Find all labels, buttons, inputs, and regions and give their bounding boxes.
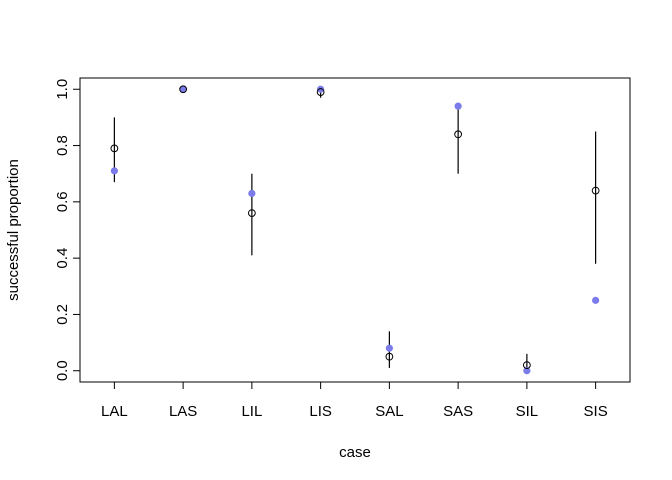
plot-frame — [79, 77, 631, 383]
x-axis: LAL LAS LIL LIS SAL SAS SIL SIS — [101, 381, 608, 420]
open-point — [454, 130, 463, 139]
filled-point — [317, 85, 325, 93]
x-tick-label: LIS — [309, 403, 332, 420]
open-point — [316, 88, 325, 96]
y-tick-label: 0.4 — [54, 248, 71, 269]
y-tick-label: 0.2 — [54, 304, 71, 325]
open-point — [522, 361, 531, 370]
open-point — [110, 144, 119, 153]
filled-point — [592, 296, 600, 304]
y-tick-label: 1.0 — [54, 79, 71, 100]
y-tick-label: 0.6 — [54, 191, 71, 212]
x-tick-label: LAS — [169, 403, 197, 420]
x-tick-label: SAS — [443, 403, 473, 420]
x-tick-label: LAL — [101, 403, 128, 420]
y-tick-label: 0.0 — [54, 360, 71, 381]
x-axis-title: case — [339, 444, 371, 461]
filled-point — [454, 102, 462, 110]
x-tick-label: SAL — [375, 403, 403, 420]
filled-point — [523, 367, 531, 375]
x-tick-label: SIL — [516, 403, 539, 420]
open-point — [247, 209, 256, 218]
filled-point — [110, 167, 118, 175]
x-tick-label: SIS — [584, 403, 608, 420]
y-axis: 0.0 0.2 0.4 0.6 0.8 1.0 — [54, 79, 81, 381]
open-point — [385, 352, 394, 361]
open-point — [179, 85, 188, 94]
filled-points — [110, 85, 600, 375]
filled-point — [385, 344, 393, 352]
x-tick-label: LIL — [241, 403, 262, 420]
interval-lines — [113, 89, 597, 371]
filled-point — [179, 85, 187, 93]
y-axis-title: successful proportion — [5, 159, 22, 301]
y-tick-label: 0.8 — [54, 135, 71, 156]
open-points — [110, 85, 600, 370]
open-point — [591, 186, 600, 195]
filled-point — [248, 189, 256, 198]
